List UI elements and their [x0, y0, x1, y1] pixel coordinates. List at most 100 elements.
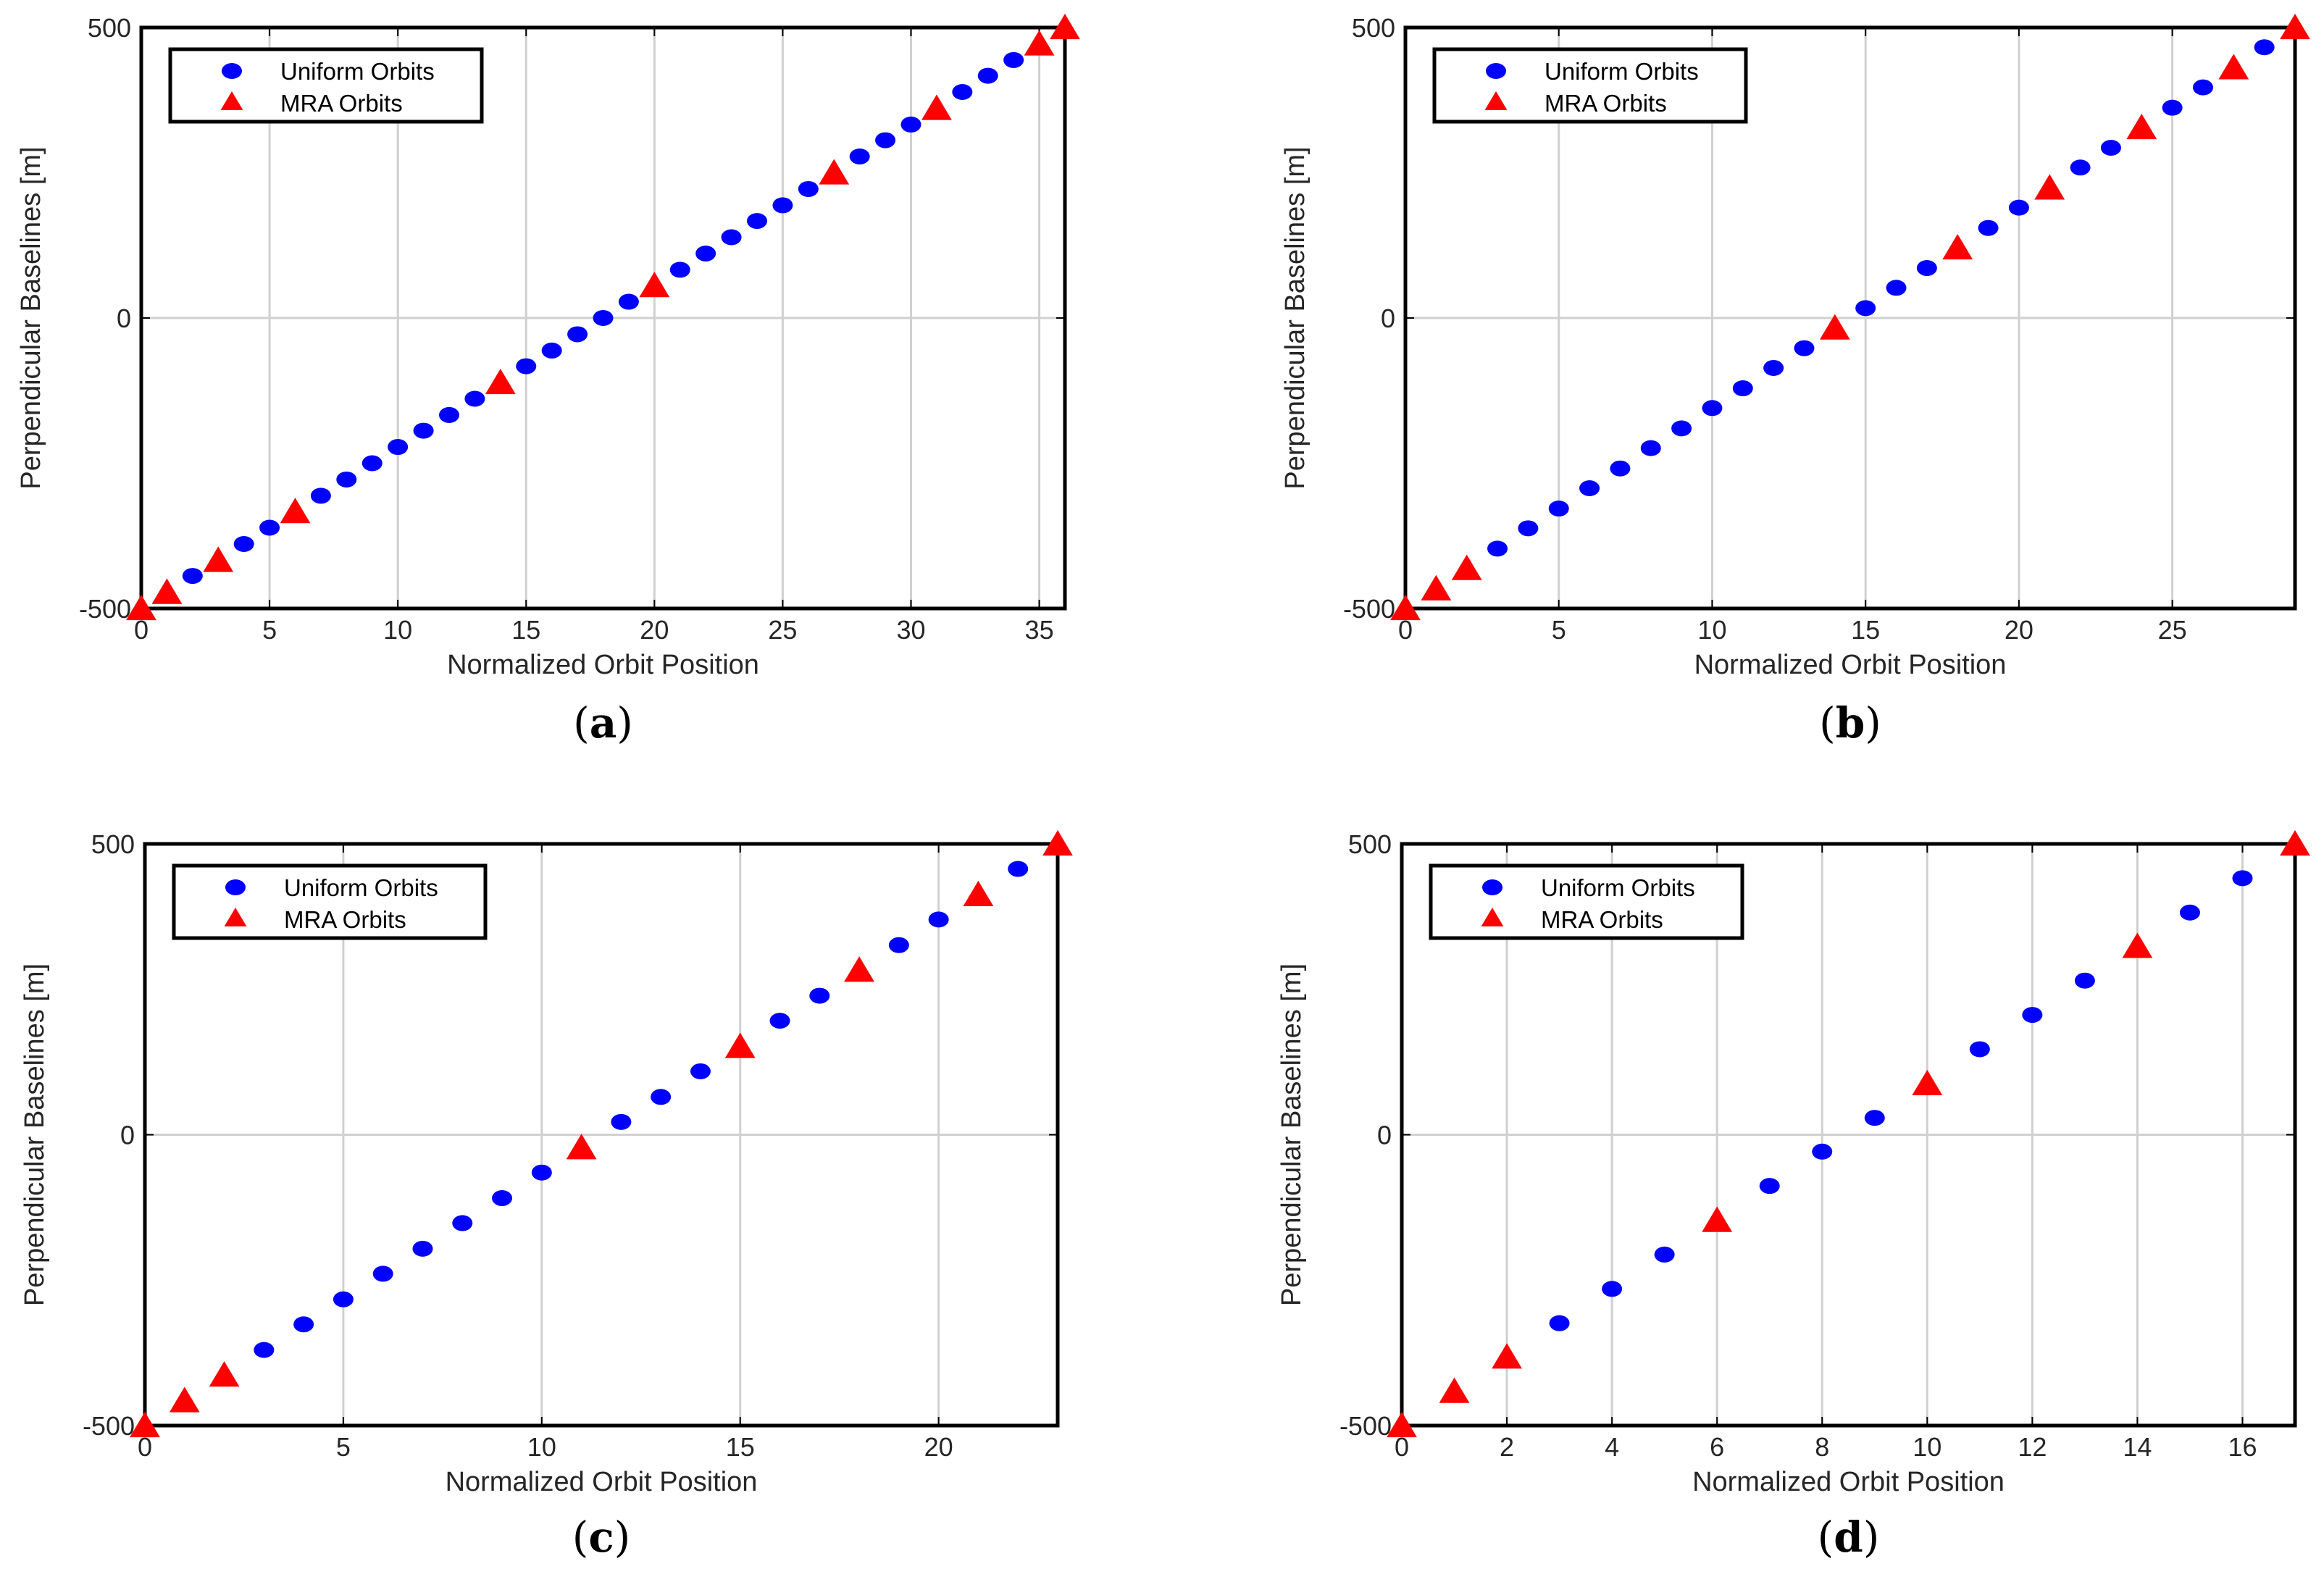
x-axis-label: Normalized Orbit Position: [1692, 1467, 2005, 1497]
mra-orbit-point: [1819, 314, 1850, 340]
mra-orbit-point: [1942, 233, 1973, 260]
legend-label-uniform: Uniform Orbits: [284, 874, 438, 901]
mra-orbit-point: [1451, 554, 1482, 580]
uniform-orbit-point: [413, 422, 434, 439]
caption-open-paren: (: [1818, 1512, 1834, 1562]
legend-label-uniform: Uniform Orbits: [280, 58, 435, 85]
uniform-orbit-point: [1602, 1281, 1623, 1297]
caption-letter: d: [1834, 1512, 1863, 1562]
caption-close-paren: ): [1863, 1512, 1880, 1562]
mra-orbit-point: [151, 578, 183, 604]
x-axis-label: Normalized Orbit Position: [446, 1467, 758, 1497]
y-tick-label: 500: [88, 13, 131, 43]
x-tick-label: 16: [2228, 1432, 2257, 1462]
mra-orbit-point: [2218, 54, 2249, 80]
y-tick-label: -500: [83, 1411, 135, 1441]
uniform-orbit-point: [531, 1164, 552, 1181]
uniform-orbit-point: [1916, 260, 1937, 277]
uniform-orbit-point: [372, 1265, 393, 1282]
uniform-orbit-point: [593, 310, 614, 326]
legend-mra-marker: [220, 91, 243, 110]
legend-label-mra: MRA Orbits: [280, 90, 403, 117]
legend-label-mra: MRA Orbits: [284, 906, 406, 933]
uniform-orbit-point: [977, 67, 998, 84]
x-axis-label: Normalized Orbit Position: [447, 650, 759, 680]
mra-orbit-point: [2280, 14, 2310, 40]
uniform-orbit-point: [439, 406, 459, 423]
x-tick-label: 2: [1500, 1432, 1514, 1462]
uniform-orbit-point: [361, 455, 383, 472]
uniform-orbit-point: [388, 439, 409, 456]
uniform-orbit-point: [1886, 280, 1907, 296]
x-tick-label: 25: [2158, 615, 2187, 645]
y-tick-label: 0: [117, 304, 131, 333]
x-tick-label: 8: [1815, 1432, 1829, 1462]
uniform-orbit-point: [452, 1215, 473, 1231]
uniform-orbit-point: [464, 390, 485, 407]
uniform-orbit-point: [259, 519, 280, 536]
plot-frame: [1403, 25, 2297, 611]
mra-orbit-point: [2034, 174, 2065, 200]
caption-close-paren: ): [616, 698, 633, 748]
uniform-orbit-point: [888, 937, 909, 953]
uniform-orbit-point: [516, 358, 537, 375]
uniform-orbit-point: [618, 293, 639, 310]
x-tick-label: 15: [726, 1432, 755, 1462]
uniform-orbit-point: [2070, 159, 2091, 176]
x-tick-label: 0: [138, 1432, 152, 1462]
mra-orbit-point: [921, 94, 952, 120]
mra-orbit-point: [566, 1134, 597, 1160]
uniform-orbit-point: [1654, 1246, 1675, 1263]
uniform-orbit-point: [1855, 300, 1876, 317]
mra-orbit-point: [639, 272, 670, 298]
legend-label-mra: MRA Orbits: [1541, 906, 1663, 933]
y-tick-label: 500: [1352, 13, 1395, 43]
x-tick-label: 5: [1552, 615, 1566, 645]
mra-orbit-point: [2280, 830, 2310, 856]
uniform-orbit-point: [1969, 1041, 1990, 1058]
uniform-orbit-point: [849, 148, 870, 165]
uniform-orbit-point: [809, 987, 830, 1004]
mra-orbit-point: [169, 1386, 200, 1413]
caption-close-paren: ): [614, 1512, 631, 1562]
x-tick-label: 10: [383, 615, 412, 645]
uniform-orbit-point: [798, 180, 819, 197]
mra-orbit-point: [1421, 574, 1452, 601]
x-tick-label: 5: [262, 615, 277, 645]
caption-open-paren: (: [573, 698, 590, 748]
uniform-orbit-point: [2232, 870, 2253, 887]
x-tick-label: 35: [1025, 615, 1054, 645]
x-tick-label: 20: [640, 615, 669, 645]
x-tick-label: 12: [2018, 1432, 2047, 1462]
uniform-orbit-point: [1812, 1143, 1833, 1160]
y-tick-label: -500: [1343, 594, 1395, 624]
x-tick-label: 5: [336, 1432, 351, 1462]
legend-label-uniform: Uniform Orbits: [1541, 874, 1695, 901]
x-tick-label: 30: [896, 615, 925, 645]
y-tick-label: -500: [1339, 1411, 1392, 1441]
uniform-orbit-point: [1732, 380, 1753, 397]
uniform-orbit-point: [1864, 1110, 1885, 1126]
x-tick-label: 10: [527, 1432, 556, 1462]
uniform-orbit-point: [293, 1316, 314, 1333]
uniform-orbit-point: [2100, 140, 2121, 156]
uniform-orbit-point: [611, 1113, 632, 1130]
caption-letter: b: [1836, 698, 1865, 748]
legend-mra-marker: [1481, 908, 1504, 926]
uniform-orbit-point: [1702, 400, 1723, 417]
uniform-orbit-point: [1640, 440, 1661, 456]
legend-uniform-marker: [1486, 63, 1506, 79]
mra-orbit-point: [819, 159, 850, 185]
uniform-orbit-point: [2008, 199, 2029, 216]
uniform-orbit-point: [690, 1063, 711, 1079]
plot-frame: [1400, 842, 2297, 1428]
uniform-orbit-point: [1610, 460, 1631, 477]
uniform-orbit-point: [2162, 99, 2183, 116]
legend-uniform-marker: [225, 879, 246, 895]
mra-orbit-point: [1042, 830, 1073, 856]
uniform-orbit-point: [541, 342, 562, 359]
x-tick-label: 25: [768, 615, 797, 645]
